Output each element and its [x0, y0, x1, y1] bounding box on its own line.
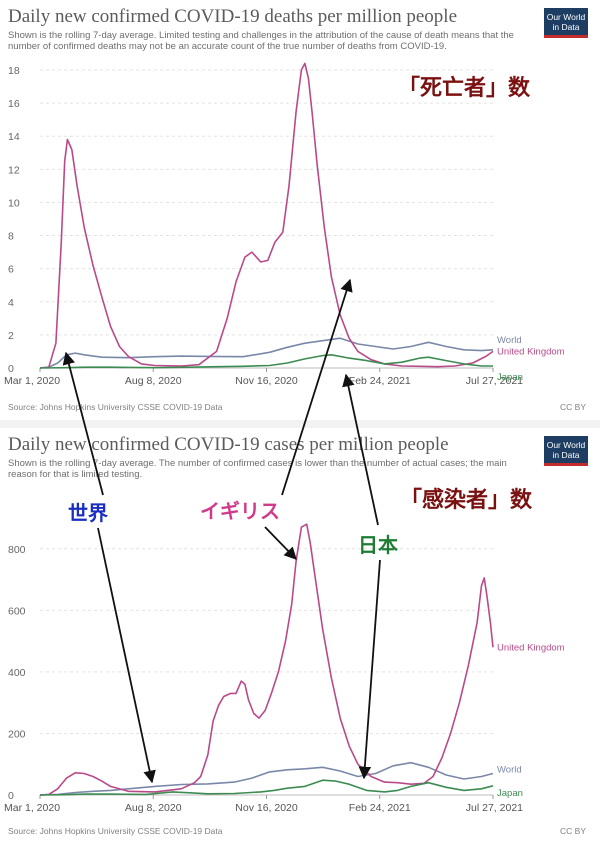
deaths-annotation-label: 「死亡者」数: [398, 75, 531, 101]
cases-annotation-label: 「感染者」数: [400, 487, 533, 513]
series-line-japan[interactable]: [39, 353, 493, 369]
x-tick-label: Mar 1, 2020: [4, 375, 60, 387]
y-tick-label: 6: [8, 264, 14, 276]
series-line-world[interactable]: [39, 337, 494, 369]
y-tick-label: 800: [8, 544, 26, 556]
arrow-world-to-deaths: [62, 351, 104, 496]
arrow-uk-to-deaths: [281, 278, 353, 496]
chart-title: Daily new confirmed COVID-19 deaths per …: [8, 6, 458, 27]
series-end-label: United Kingdom: [497, 346, 565, 357]
owid-logo[interactable]: Our World in Data: [544, 8, 588, 38]
arrow-uk-to-cases: [264, 526, 297, 560]
logo-line-2: in Data: [552, 22, 580, 32]
source-text[interactable]: Source: Johns Hopkins University CSSE CO…: [8, 402, 223, 412]
chart-subtitle: Shown is the rolling 7-day average. Limi…: [8, 30, 514, 52]
y-tick-label: 200: [8, 728, 26, 740]
series-line-japan[interactable]: [39, 779, 494, 796]
source-text[interactable]: Source: Johns Hopkins University CSSE CO…: [8, 826, 223, 836]
y-tick-label: 0: [8, 790, 14, 802]
y-tick-label: 4: [8, 297, 14, 309]
panel-divider: [0, 420, 600, 428]
y-tick-label: 14: [8, 131, 20, 143]
logo-bar: [544, 463, 588, 466]
y-tick-label: 400: [8, 667, 26, 679]
license-text[interactable]: CC BY: [560, 402, 586, 412]
series-end-label: World: [497, 764, 522, 775]
y-tick-label: 16: [8, 98, 20, 110]
deaths-line-chart: 0 2 4 6 8 10 12 14 16 18 Mar 1, 2020 Aug 8, 2020 Nov…: [4, 62, 565, 387]
owid-logo[interactable]: Our World in Data: [544, 436, 588, 466]
series-line-world[interactable]: [39, 761, 494, 796]
logo-bar: [544, 35, 588, 38]
y-tick-label: 8: [8, 231, 14, 243]
x-tick-label: Nov 16, 2020: [235, 375, 298, 387]
logo-line-1: Our World: [546, 12, 586, 22]
logo-line-2: in Data: [552, 450, 580, 460]
cases-chart-panel: Daily new confirmed COVID-19 cases per m…: [0, 428, 600, 848]
x-tick-label: Feb 24, 2021: [349, 802, 411, 814]
y-tick-label: 600: [8, 605, 26, 617]
chart-title: Daily new confirmed COVID-19 cases per m…: [8, 434, 449, 455]
x-tick-label: Aug 8, 2020: [125, 802, 182, 814]
series-line-united-kingdom[interactable]: [39, 62, 494, 369]
series-line-united-kingdom[interactable]: [39, 523, 494, 796]
series-end-label: United Kingdom: [497, 642, 565, 653]
series-end-label: Japan: [497, 788, 523, 799]
uk-annotation-label: イギリス: [200, 499, 280, 523]
x-tick-label: Mar 1, 2020: [4, 802, 60, 814]
cases-line-chart: 0 200 400 600 800 Mar 1, 2020 Aug 8, 2020 Nov 1…: [4, 523, 565, 814]
series-end-label: Japan: [497, 372, 523, 383]
y-tick-label: 10: [8, 197, 20, 209]
world-annotation-label: 世界: [68, 501, 108, 525]
y-tick-label: 2: [8, 330, 14, 342]
x-tick-label: Feb 24, 2021: [349, 375, 411, 387]
x-tick-label: Jul 27, 2021: [466, 375, 523, 387]
y-tick-label: 18: [8, 65, 20, 77]
license-text[interactable]: CC BY: [560, 826, 586, 836]
japan-annotation-label: 日本: [358, 533, 398, 557]
x-tick-label: Jul 27, 2021: [466, 802, 523, 814]
y-tick-label: 0: [8, 363, 14, 375]
arrow-japan-to-cases: [358, 559, 381, 780]
series-end-label: World: [497, 335, 522, 346]
y-tick-label: 12: [8, 164, 20, 176]
arrow-world-to-cases: [97, 527, 156, 784]
chart-subtitle: Shown is the rolling 7-day average. The …: [8, 458, 507, 480]
x-tick-label: Aug 8, 2020: [125, 375, 182, 387]
arrow-japan-to-deaths: [342, 373, 379, 526]
deaths-chart-panel: Daily new confirmed COVID-19 deaths per …: [0, 0, 600, 420]
logo-line-1: Our World: [546, 440, 586, 450]
x-tick-label: Nov 16, 2020: [235, 802, 298, 814]
